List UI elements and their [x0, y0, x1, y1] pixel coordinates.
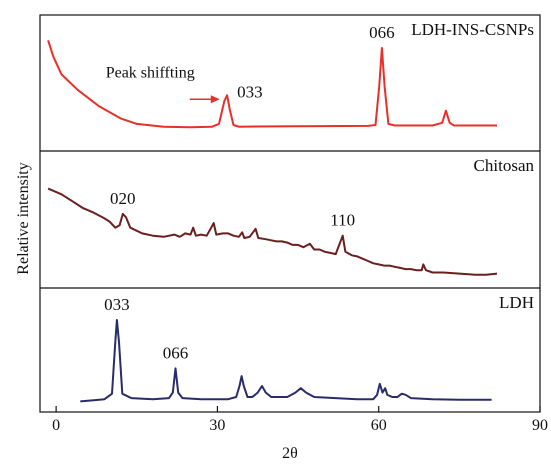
x-axis-label: 2θ — [282, 445, 298, 462]
x-tick-label: 60 — [371, 417, 387, 434]
series-line-ldh-ins-csnps — [47, 39, 497, 129]
x-tick-label: 0 — [52, 417, 60, 434]
plot-border — [39, 14, 541, 413]
series-name-label: LDH — [499, 293, 534, 312]
peak-label: 033 — [237, 82, 263, 101]
series-name-label: LDH-INS-CSNPs — [411, 20, 534, 39]
series-name-label: Chitosan — [474, 156, 535, 175]
annotation-arrow-head — [210, 95, 220, 104]
x-tick-label: 90 — [532, 417, 548, 434]
peak-label: 033 — [104, 295, 130, 314]
peak-label: 020 — [110, 189, 136, 208]
series-line-ldh — [80, 319, 492, 403]
axis-layer: 0 30 60 90 2θ Relative intensity — [15, 162, 548, 462]
peak-label: 066 — [369, 23, 395, 42]
peak-label: 066 — [163, 343, 189, 362]
annotation-text: Peak shiffting — [106, 64, 195, 81]
y-axis-label: Relative intensity — [15, 162, 32, 274]
labels-layer: LDH-INS-CSNPs 066 033 Peak shiffting Chitosa… — [104, 20, 534, 362]
series-layer — [47, 39, 498, 403]
plot-frame — [39, 14, 541, 413]
peak-label: 110 — [330, 211, 355, 230]
x-tick-label: 30 — [209, 417, 225, 434]
series-line-chitosan — [47, 187, 498, 276]
